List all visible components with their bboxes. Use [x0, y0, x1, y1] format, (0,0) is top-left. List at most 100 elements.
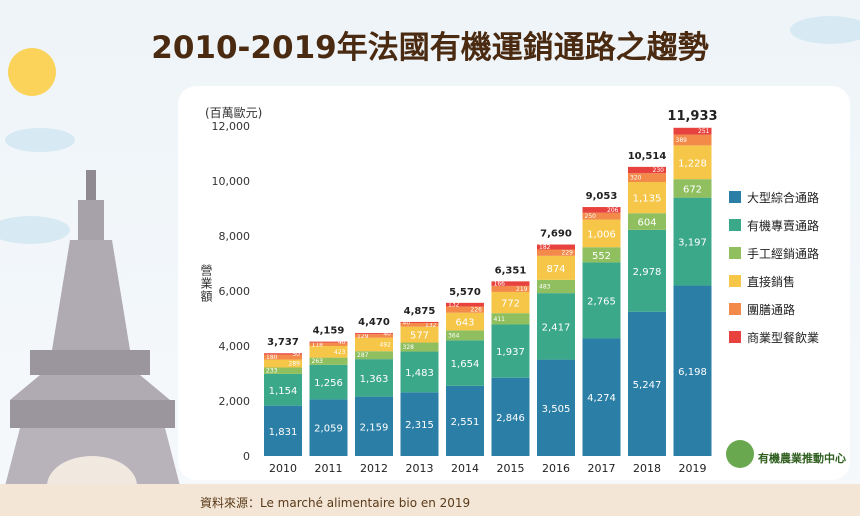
- data-label: 1,363: [360, 374, 389, 385]
- bar-segment: [446, 385, 484, 456]
- y-tick-label: 8,000: [219, 230, 251, 243]
- data-label: 2,765: [587, 296, 616, 307]
- data-label: 132: [425, 322, 437, 329]
- data-label: 1,831: [269, 427, 298, 438]
- bar-segment: [673, 179, 712, 198]
- legend-label: 團膳通路: [747, 302, 795, 317]
- bar-segment: [309, 357, 348, 365]
- bar-segment: [582, 262, 621, 339]
- x-tick-label: 2015: [497, 462, 525, 475]
- bar-segment: [264, 359, 302, 368]
- y-tick-label: 0: [243, 450, 250, 463]
- data-label: 411: [494, 316, 506, 323]
- bar-segment: [400, 323, 439, 327]
- data-label: 50: [292, 351, 300, 358]
- bar-segment: [309, 399, 348, 456]
- data-label: 772: [501, 299, 520, 310]
- sun-icon: [8, 48, 56, 96]
- data-label: 251: [698, 128, 710, 135]
- bar-segment: [355, 334, 393, 338]
- data-label: 1,256: [314, 378, 343, 389]
- data-label: 389: [676, 137, 688, 144]
- bar-segment: [355, 333, 393, 335]
- logo: 有機農業推動中心: [726, 440, 846, 468]
- x-tick-label: 2016: [542, 462, 570, 475]
- data-label: 483: [539, 284, 551, 291]
- total-label: 10,514: [628, 151, 667, 162]
- bar-segment: [673, 134, 712, 146]
- bar-segment: [582, 338, 621, 456]
- bar-segment: [264, 373, 302, 406]
- total-label: 4,159: [313, 326, 345, 337]
- bar-segment: [446, 340, 484, 386]
- data-label: 287: [357, 352, 369, 359]
- data-label: 206: [607, 207, 619, 214]
- y-tick-label: 4,000: [219, 340, 251, 353]
- data-label: 166: [494, 281, 506, 288]
- legend-swatch: [729, 275, 741, 287]
- total-label: 11,933: [667, 109, 717, 124]
- y-axis-label: 營業額: [199, 264, 213, 303]
- data-label: 2,978: [633, 267, 662, 278]
- legend-swatch: [729, 219, 741, 231]
- x-tick-label: 2010: [269, 462, 297, 475]
- legend-swatch: [729, 191, 741, 203]
- data-label: 2,059: [314, 424, 343, 435]
- data-label: 552: [592, 251, 611, 262]
- bar-segment: [309, 342, 348, 346]
- bar-segment: [628, 213, 666, 230]
- bar-segment: [491, 377, 530, 456]
- y-tick-label: 6,000: [219, 285, 251, 298]
- bar-segment: [264, 367, 302, 374]
- legend-label: 直接銷售: [747, 274, 795, 289]
- data-label: 219: [516, 286, 528, 293]
- bar-segment: [582, 212, 621, 220]
- bar-segment: [400, 321, 439, 324]
- page-title: 2010-2019年法國有機運銷通路之趨勢: [151, 30, 709, 66]
- data-label: 1,006: [587, 229, 616, 240]
- bar-segment: [537, 359, 575, 456]
- total-label: 6,351: [495, 265, 527, 276]
- bar-segment: [537, 293, 575, 360]
- bar-segment: [400, 342, 439, 352]
- y-tick-label: 10,000: [212, 175, 251, 188]
- x-tick-label: 2011: [315, 462, 343, 475]
- bar-segment: [582, 247, 621, 263]
- y-tick-label: 2,000: [219, 395, 251, 408]
- total-label: 3,737: [267, 337, 299, 348]
- bar-segment: [491, 285, 530, 292]
- bar-segment: [491, 291, 530, 314]
- data-label: 4,274: [587, 393, 616, 404]
- bar-segment: [537, 279, 575, 294]
- bar-segment: [673, 127, 712, 135]
- data-label: 2,315: [405, 420, 434, 431]
- legend-label: 手工經銷通路: [747, 246, 819, 261]
- bar-segment: [264, 353, 302, 355]
- data-label: 328: [403, 344, 415, 351]
- data-label: 230: [653, 167, 665, 174]
- y-tick-label: 12,000: [212, 120, 251, 133]
- bar-segment: [491, 324, 530, 378]
- data-label: 6,198: [678, 367, 707, 378]
- data-label: 180: [266, 354, 278, 361]
- x-tick-label: 2018: [633, 462, 661, 475]
- total-label: 4,875: [404, 306, 436, 317]
- data-label: 1,654: [451, 359, 480, 370]
- y-unit-label: (百萬歐元): [205, 105, 262, 120]
- data-label: 364: [448, 332, 460, 339]
- x-tick-label: 2017: [588, 462, 616, 475]
- bar-segment: [446, 312, 484, 331]
- data-label: 604: [637, 218, 656, 229]
- cloud-icon: [0, 216, 70, 244]
- bar-segment: [446, 302, 484, 307]
- cloud-icon: [5, 128, 75, 152]
- data-label: 40: [403, 319, 411, 326]
- legend-label: 有機專賣通路: [747, 218, 819, 233]
- total-label: 4,470: [358, 317, 390, 328]
- data-label: 1,483: [405, 368, 434, 379]
- bar-segment: [537, 244, 575, 250]
- bar-segment: [400, 392, 439, 456]
- legend-swatch: [729, 247, 741, 259]
- data-label: 226: [471, 307, 483, 314]
